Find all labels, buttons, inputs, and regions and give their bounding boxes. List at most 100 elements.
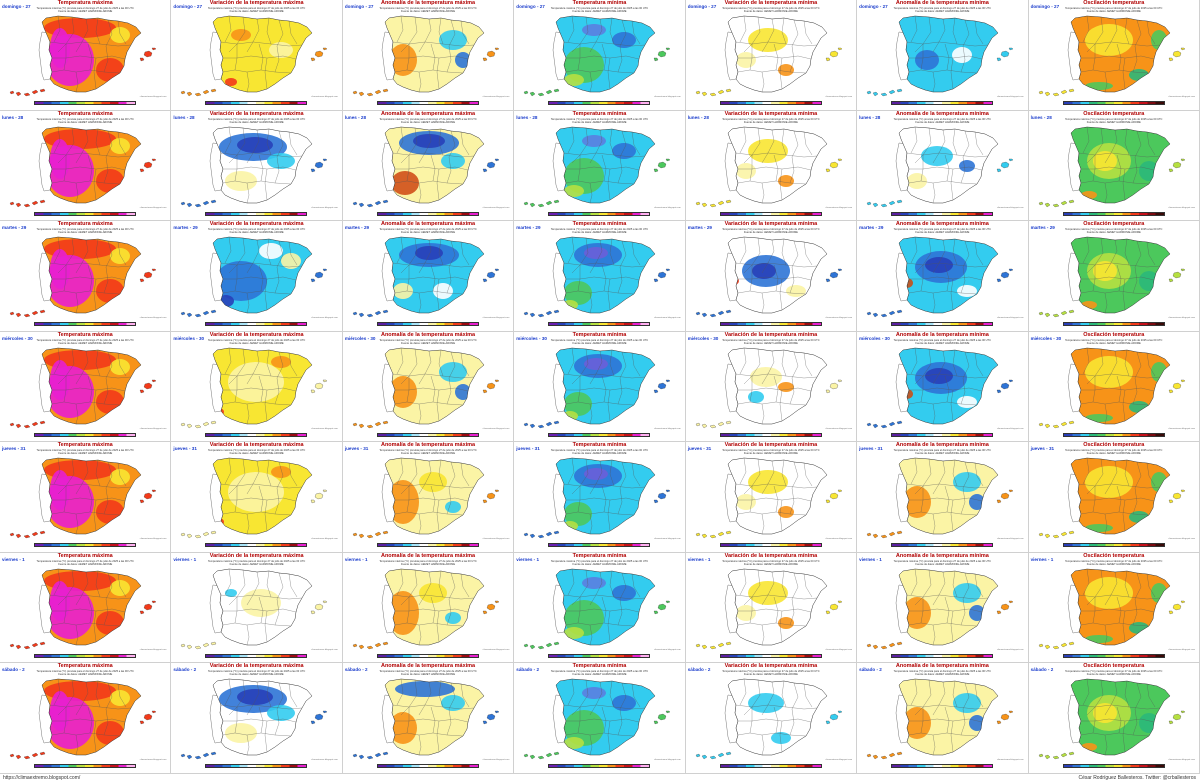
province-border bbox=[223, 719, 297, 723]
panel-source: Fuente de datos: AEMET HARMONIE-AROME bbox=[401, 10, 456, 13]
province-border bbox=[618, 45, 623, 73]
field-blob bbox=[747, 470, 788, 495]
panel-source: Fuente de datos: AEMET HARMONIE-AROME bbox=[572, 673, 627, 677]
island bbox=[546, 310, 553, 316]
island bbox=[709, 92, 716, 97]
field-blob bbox=[921, 145, 954, 166]
island bbox=[717, 642, 724, 648]
province-border bbox=[221, 594, 303, 599]
panel-subtitle: Temperatura máxima (°C) prevista para el… bbox=[550, 670, 649, 674]
island bbox=[1038, 422, 1043, 426]
province-border bbox=[1078, 484, 1160, 489]
island bbox=[315, 382, 324, 389]
province-border bbox=[963, 130, 970, 157]
field-blob bbox=[271, 355, 292, 368]
island bbox=[143, 714, 153, 721]
island bbox=[1168, 278, 1173, 283]
day-label: martes - 29 bbox=[173, 225, 198, 231]
province-border bbox=[911, 679, 918, 706]
field-blob bbox=[735, 52, 756, 68]
island bbox=[9, 754, 15, 758]
island bbox=[181, 754, 186, 758]
province-border bbox=[789, 598, 794, 625]
province-border bbox=[789, 377, 794, 404]
province-border bbox=[578, 596, 581, 623]
day-label: lunes - 28 bbox=[859, 114, 881, 120]
province-border bbox=[51, 733, 121, 737]
province-border bbox=[1116, 596, 1121, 623]
panel-credit: climaextremo.blogspot.com bbox=[311, 427, 338, 430]
spain-outline bbox=[41, 236, 142, 314]
day-label: miércoles - 30 bbox=[859, 335, 890, 341]
panel-credit: climaextremo.blogspot.com bbox=[654, 317, 681, 320]
island bbox=[888, 532, 896, 537]
island bbox=[546, 753, 553, 758]
province-border bbox=[578, 707, 581, 734]
province-border bbox=[63, 265, 67, 292]
colorbar bbox=[376, 322, 479, 327]
spain-map bbox=[866, 15, 1014, 97]
island bbox=[837, 158, 842, 161]
province-border bbox=[1078, 152, 1160, 157]
province-border bbox=[566, 69, 635, 74]
field-blob bbox=[110, 690, 130, 707]
panel-subtitle: Temperatura máxima (°C) prevista para el… bbox=[379, 228, 477, 232]
island bbox=[39, 309, 46, 314]
colorbar bbox=[205, 322, 308, 327]
province-border bbox=[446, 377, 451, 404]
island bbox=[666, 379, 671, 382]
spain-outline bbox=[213, 236, 313, 314]
province-border bbox=[223, 608, 297, 612]
panel-source: Fuente de datos: AEMET HARMONIE-AROME bbox=[58, 231, 113, 235]
province-border bbox=[247, 571, 260, 605]
province-border bbox=[247, 735, 250, 756]
panel-credit: climaextremo.blogspot.com bbox=[825, 427, 853, 430]
province-border bbox=[265, 610, 268, 642]
province-border bbox=[53, 568, 61, 595]
province-border bbox=[430, 596, 435, 623]
province-border bbox=[394, 276, 468, 281]
field-blob bbox=[564, 74, 585, 86]
island bbox=[1168, 610, 1173, 615]
province-border bbox=[564, 373, 646, 378]
province-border bbox=[781, 128, 786, 155]
province-border bbox=[418, 18, 432, 53]
island bbox=[658, 382, 667, 389]
province-border bbox=[49, 262, 132, 268]
province-border bbox=[277, 683, 284, 710]
province-border bbox=[963, 683, 970, 710]
province-border bbox=[93, 610, 97, 642]
island bbox=[1008, 158, 1014, 161]
province-border bbox=[907, 41, 989, 47]
island bbox=[315, 603, 324, 611]
panel-source: Fuente de datos: AEMET HARMONIE-AROME bbox=[743, 231, 798, 235]
province-border bbox=[933, 240, 946, 274]
province-border bbox=[960, 45, 966, 73]
footer-source-url[interactable]: https://climaextremo.blogspot.com/ bbox=[3, 775, 81, 781]
province-border bbox=[578, 154, 581, 181]
province-border bbox=[235, 44, 238, 71]
panel-credit: climaextremo.blogspot.com bbox=[482, 206, 510, 209]
island bbox=[482, 500, 488, 504]
province-border bbox=[564, 705, 646, 710]
island bbox=[524, 422, 529, 426]
province-border bbox=[223, 69, 292, 74]
province-border bbox=[960, 598, 966, 625]
day-label: domingo - 27 bbox=[687, 4, 717, 9]
province-border bbox=[909, 55, 983, 60]
province-border bbox=[52, 719, 126, 723]
panel-credit: climaextremo.blogspot.com bbox=[654, 648, 681, 651]
province-border bbox=[394, 733, 463, 737]
day-label: martes - 29 bbox=[2, 225, 27, 231]
province-border bbox=[1146, 463, 1155, 487]
island bbox=[1008, 47, 1014, 51]
island bbox=[374, 753, 382, 758]
island bbox=[23, 535, 31, 539]
province-border bbox=[572, 459, 589, 495]
province-border bbox=[735, 373, 817, 378]
province-border bbox=[773, 154, 778, 181]
island bbox=[211, 199, 217, 203]
island bbox=[1000, 493, 1010, 500]
province-border bbox=[1080, 498, 1154, 502]
province-border bbox=[743, 680, 760, 716]
